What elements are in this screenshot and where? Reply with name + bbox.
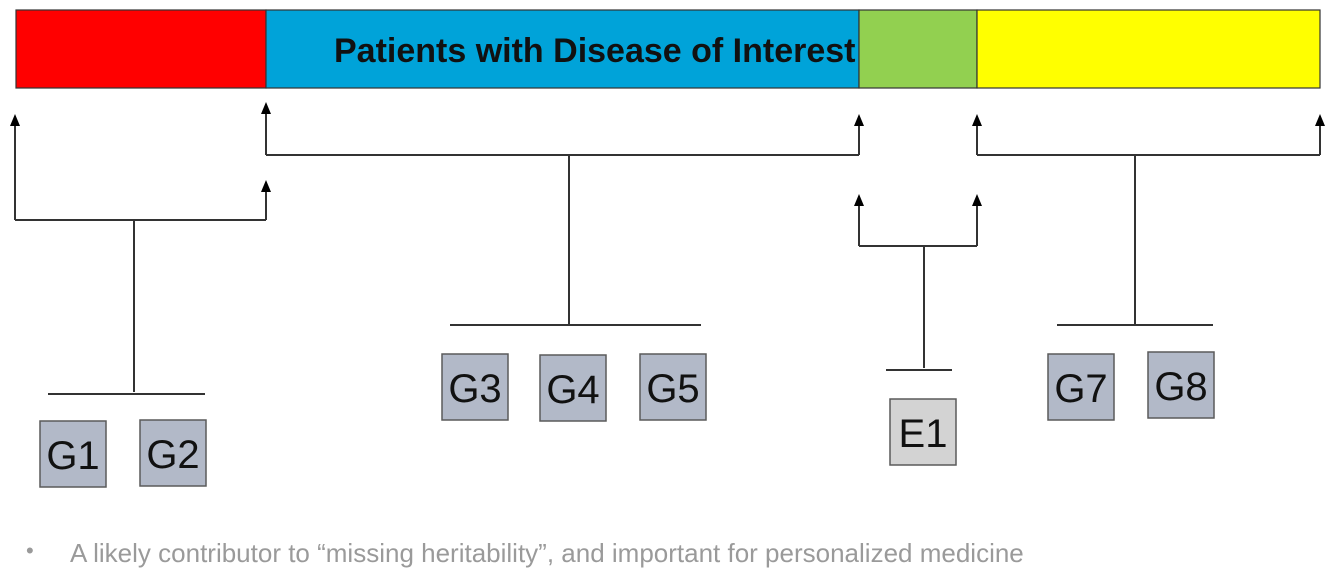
bar-title: Patients with Disease of Interest	[334, 32, 856, 70]
factor-box-g5: G5	[639, 353, 707, 421]
arrow-up-icon	[261, 102, 271, 114]
factor-label-e1: E1	[899, 412, 948, 456]
factor-box-e1: E1	[889, 398, 957, 466]
arrow-up-icon	[854, 194, 864, 206]
factor-label-g4: G4	[546, 368, 599, 412]
factor-label-g8: G8	[1154, 365, 1207, 409]
bar-segment-yellow	[976, 9, 1321, 89]
factor-box-g7: G7	[1047, 353, 1115, 421]
factor-box-g2: G2	[139, 419, 207, 487]
connector-group-2	[261, 102, 864, 326]
arrow-up-icon	[10, 114, 20, 126]
connector-group-4	[972, 114, 1325, 326]
bullet-symbol: •	[26, 538, 34, 563]
connector-group-1	[10, 114, 271, 395]
arrow-up-icon	[854, 114, 864, 126]
factor-label-g1: G1	[46, 434, 99, 478]
factor-box-g3: G3	[441, 353, 509, 421]
factor-box-g8: G8	[1147, 351, 1215, 419]
connector-group-3	[854, 194, 982, 371]
arrow-up-icon	[972, 114, 982, 126]
factor-label-g7: G7	[1054, 367, 1107, 411]
patient-bar: Patients with Disease of Interest	[15, 9, 1321, 89]
arrow-up-icon	[261, 180, 271, 192]
arrow-up-icon	[972, 194, 982, 206]
bullet-text: A likely contributor to “missing heritab…	[70, 538, 1024, 568]
factor-box-g4: G4	[539, 354, 607, 422]
factor-label-g2: G2	[146, 433, 199, 477]
bar-segment-blue	[265, 9, 860, 89]
bar-segment-green	[858, 9, 978, 89]
arrow-up-icon	[1315, 114, 1325, 126]
factor-label-g3: G3	[448, 367, 501, 411]
factor-label-g5: G5	[646, 367, 699, 411]
bar-segment-red	[15, 9, 267, 89]
factor-box-g1: G1	[39, 420, 107, 488]
